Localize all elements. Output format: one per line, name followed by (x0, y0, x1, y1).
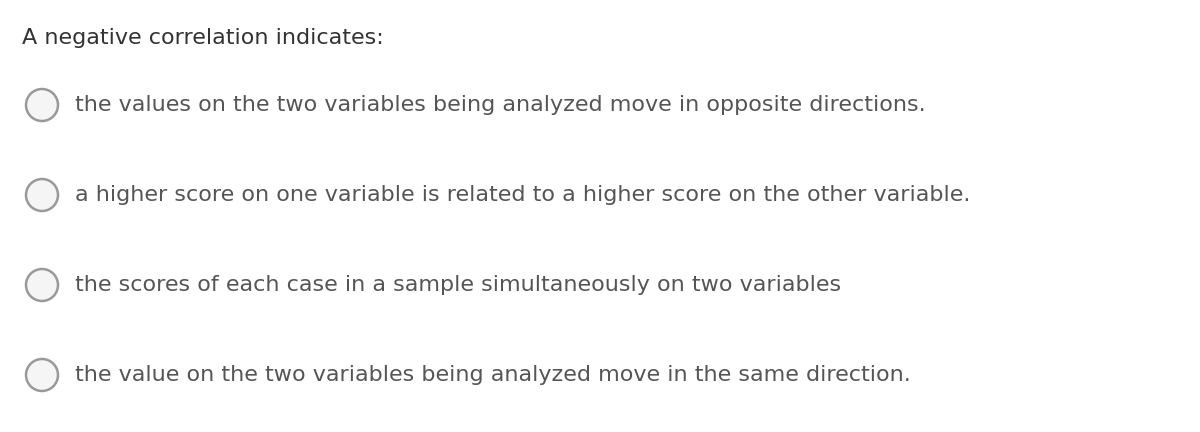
Text: A negative correlation indicates:: A negative correlation indicates: (22, 28, 384, 48)
Text: the value on the two variables being analyzed move in the same direction.: the value on the two variables being ana… (74, 365, 911, 385)
Text: the scores of each case in a sample simultaneously on two variables: the scores of each case in a sample simu… (74, 275, 841, 295)
Text: the values on the two variables being analyzed move in opposite directions.: the values on the two variables being an… (74, 95, 925, 115)
Text: a higher score on one variable is related to a higher score on the other variabl: a higher score on one variable is relate… (74, 185, 971, 205)
